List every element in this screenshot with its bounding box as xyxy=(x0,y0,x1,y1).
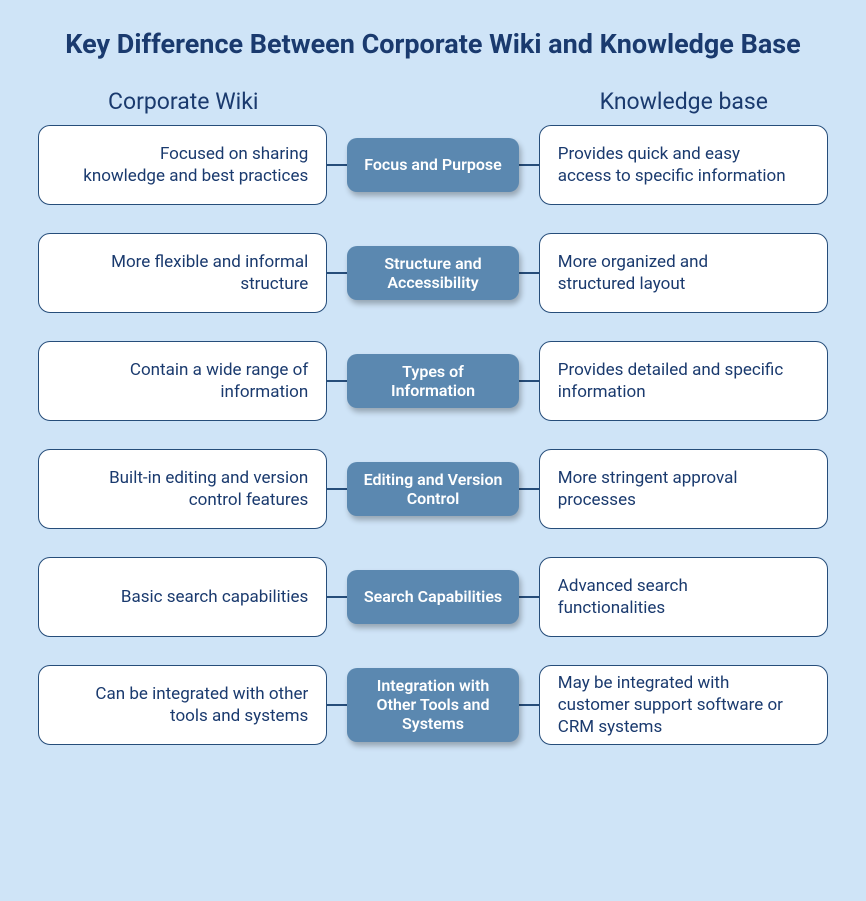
right-text: Provides detailed and specific informati… xyxy=(558,359,787,403)
pill-text: Focus and Purpose xyxy=(364,155,502,174)
right-box: More stringent approval processes xyxy=(539,449,828,529)
left-text: Focused on sharing knowledge and best pr… xyxy=(79,143,308,187)
left-column-label: Corporate Wiki xyxy=(108,88,258,115)
connector-line xyxy=(327,704,347,706)
category-pill: Focus and Purpose xyxy=(347,138,519,192)
pill-text: Types of Information xyxy=(359,362,507,400)
connector-line xyxy=(519,596,539,598)
category-pill: Types of Information xyxy=(347,354,519,408)
connector-line xyxy=(519,488,539,490)
pill-text: Integration with Other Tools and Systems xyxy=(359,676,507,734)
column-headers: Corporate Wiki Knowledge base xyxy=(38,88,828,115)
right-box: May be integrated with customer support … xyxy=(539,665,828,745)
right-text: More stringent approval processes xyxy=(558,467,787,511)
left-box: Contain a wide range of information xyxy=(38,341,327,421)
left-text: Built-in editing and version control fea… xyxy=(79,467,308,511)
connector-line xyxy=(519,380,539,382)
left-text: More flexible and informal structure xyxy=(79,251,308,295)
comparison-row: Built-in editing and version control fea… xyxy=(38,449,828,529)
left-box: Built-in editing and version control fea… xyxy=(38,449,327,529)
right-column-label: Knowledge base xyxy=(600,88,768,115)
left-box: More flexible and informal structure xyxy=(38,233,327,313)
left-box: Can be integrated with other tools and s… xyxy=(38,665,327,745)
comparison-row: More flexible and informal structure Str… xyxy=(38,233,828,313)
left-text: Can be integrated with other tools and s… xyxy=(79,683,308,727)
left-text: Basic search capabilities xyxy=(121,586,308,608)
pill-text: Structure and Accessibility xyxy=(359,254,507,292)
connector-line xyxy=(519,704,539,706)
pill-text: Search Capabilities xyxy=(364,587,502,606)
right-text: More organized and structured layout xyxy=(558,251,787,295)
connector-line xyxy=(327,488,347,490)
right-box: Provides detailed and specific informati… xyxy=(539,341,828,421)
comparison-row: Basic search capabilities Search Capabil… xyxy=(38,557,828,637)
right-box: Advanced search functionalities xyxy=(539,557,828,637)
pill-text: Editing and Version Control xyxy=(359,470,507,508)
connector-line xyxy=(327,596,347,598)
comparison-row: Contain a wide range of information Type… xyxy=(38,341,828,421)
connector-line xyxy=(519,272,539,274)
right-text: May be integrated with customer support … xyxy=(558,672,787,738)
left-box: Basic search capabilities xyxy=(38,557,327,637)
left-box: Focused on sharing knowledge and best pr… xyxy=(38,125,327,205)
comparison-row: Can be integrated with other tools and s… xyxy=(38,665,828,745)
category-pill: Search Capabilities xyxy=(347,570,519,624)
comparison-rows: Focused on sharing knowledge and best pr… xyxy=(38,125,828,745)
right-box: Provides quick and easy access to specif… xyxy=(539,125,828,205)
category-pill: Editing and Version Control xyxy=(347,462,519,516)
connector-line xyxy=(327,164,347,166)
right-text: Provides quick and easy access to specif… xyxy=(558,143,787,187)
right-text: Advanced search functionalities xyxy=(558,575,787,619)
connector-line xyxy=(519,164,539,166)
category-pill: Integration with Other Tools and Systems xyxy=(347,668,519,742)
page-title: Key Difference Between Corporate Wiki an… xyxy=(38,28,828,62)
right-box: More organized and structured layout xyxy=(539,233,828,313)
category-pill: Structure and Accessibility xyxy=(347,246,519,300)
left-text: Contain a wide range of information xyxy=(79,359,308,403)
connector-line xyxy=(327,380,347,382)
connector-line xyxy=(327,272,347,274)
comparison-row: Focused on sharing knowledge and best pr… xyxy=(38,125,828,205)
